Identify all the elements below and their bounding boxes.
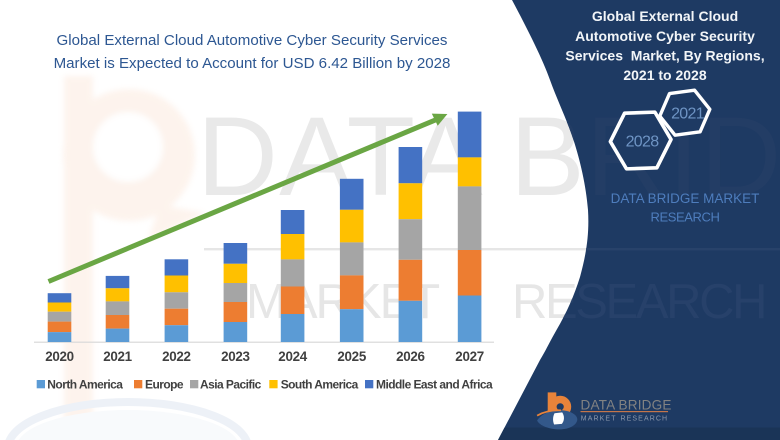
svg-text:2028: 2028 — [626, 133, 660, 150]
svg-text:Market is Expected to Account: Market is Expected to Account for USD 6.… — [54, 55, 451, 72]
svg-text:Middle East and Africa: Middle East and Africa — [376, 378, 493, 392]
svg-text:North America: North America — [47, 378, 123, 392]
svg-text:2027: 2027 — [455, 349, 484, 364]
svg-text:2023: 2023 — [221, 349, 250, 364]
svg-text:2020: 2020 — [45, 349, 74, 364]
svg-text:2024: 2024 — [278, 349, 307, 364]
svg-text:South America: South America — [281, 378, 359, 392]
svg-text:2026: 2026 — [396, 349, 425, 364]
svg-text:Services Market, By Regions,: Services Market, By Regions, — [565, 47, 764, 63]
svg-text:2022: 2022 — [162, 349, 191, 364]
svg-text:2021: 2021 — [103, 349, 132, 364]
svg-text:Asia Pacific: Asia Pacific — [200, 378, 262, 392]
svg-text:DATA BRIDGE: DATA BRIDGE — [581, 397, 672, 412]
svg-text:Global External Cloud: Global External Cloud — [592, 8, 738, 24]
svg-text:RESEARCH: RESEARCH — [650, 209, 719, 224]
svg-text:DATA BRIDGE MARKET: DATA BRIDGE MARKET — [611, 191, 760, 206]
svg-text:2021 to 2028: 2021 to 2028 — [623, 67, 706, 83]
svg-text:Automotive Cyber Security: Automotive Cyber Security — [575, 28, 755, 44]
svg-text:Global External Cloud Automoti: Global External Cloud Automotive Cyber S… — [57, 32, 448, 49]
svg-text:Europe: Europe — [145, 378, 184, 392]
svg-text:MARKET RESEARCH: MARKET RESEARCH — [581, 416, 668, 423]
svg-text:2025: 2025 — [337, 349, 366, 364]
svg-text:2021: 2021 — [671, 106, 705, 123]
